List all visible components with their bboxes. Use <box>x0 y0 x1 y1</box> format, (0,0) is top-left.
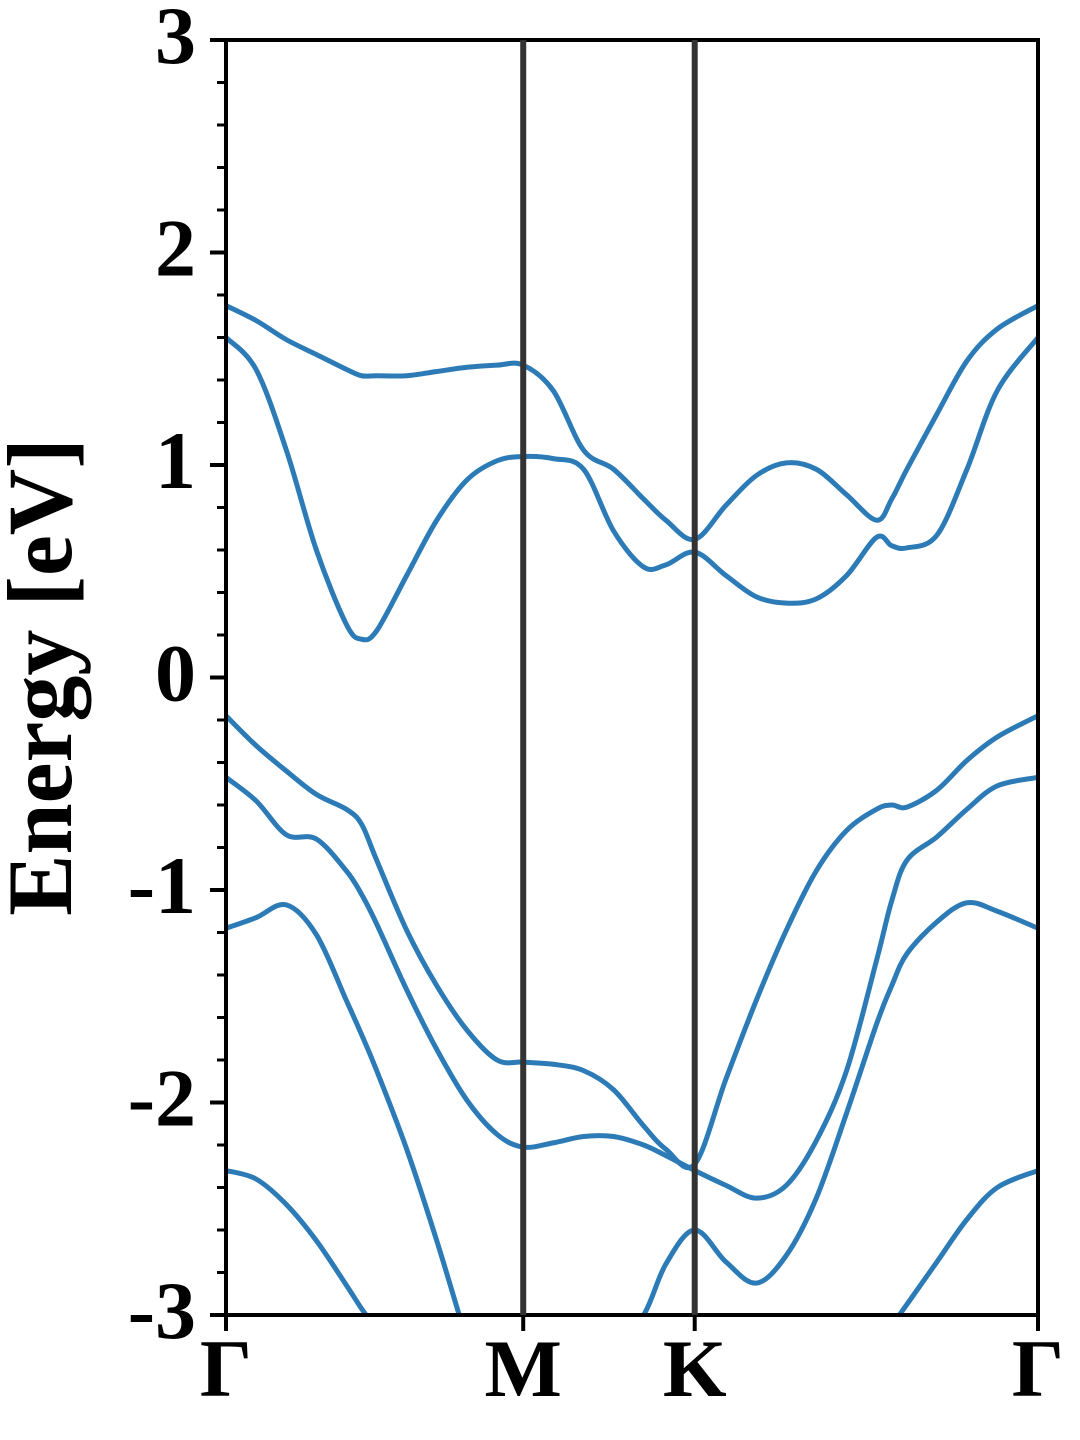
band-line <box>226 335 1038 643</box>
band-line <box>226 774 1038 1201</box>
band-line <box>226 713 1038 1171</box>
y-axis-label: Energy [eV] <box>0 438 91 916</box>
y-tick-label: -3 <box>128 1265 196 1356</box>
y-tick-label: 1 <box>155 415 196 506</box>
y-tick-label: 0 <box>155 627 196 718</box>
band-line <box>226 1168 1038 1315</box>
band-line <box>226 303 1038 543</box>
x-tick-label: K <box>663 1323 727 1414</box>
x-tick-label: M <box>485 1323 562 1414</box>
y-tick-label: 3 <box>155 0 196 81</box>
y-tick-label: -1 <box>128 840 196 931</box>
plot-area <box>226 303 1038 1315</box>
band-line <box>226 899 1038 1315</box>
x-tick-label: Γ <box>1012 1323 1064 1414</box>
x-tick-label: Γ <box>200 1323 252 1414</box>
plot-frame <box>224 38 1040 1317</box>
y-tick-label: -2 <box>128 1052 196 1143</box>
y-tick-label: 2 <box>155 202 196 293</box>
